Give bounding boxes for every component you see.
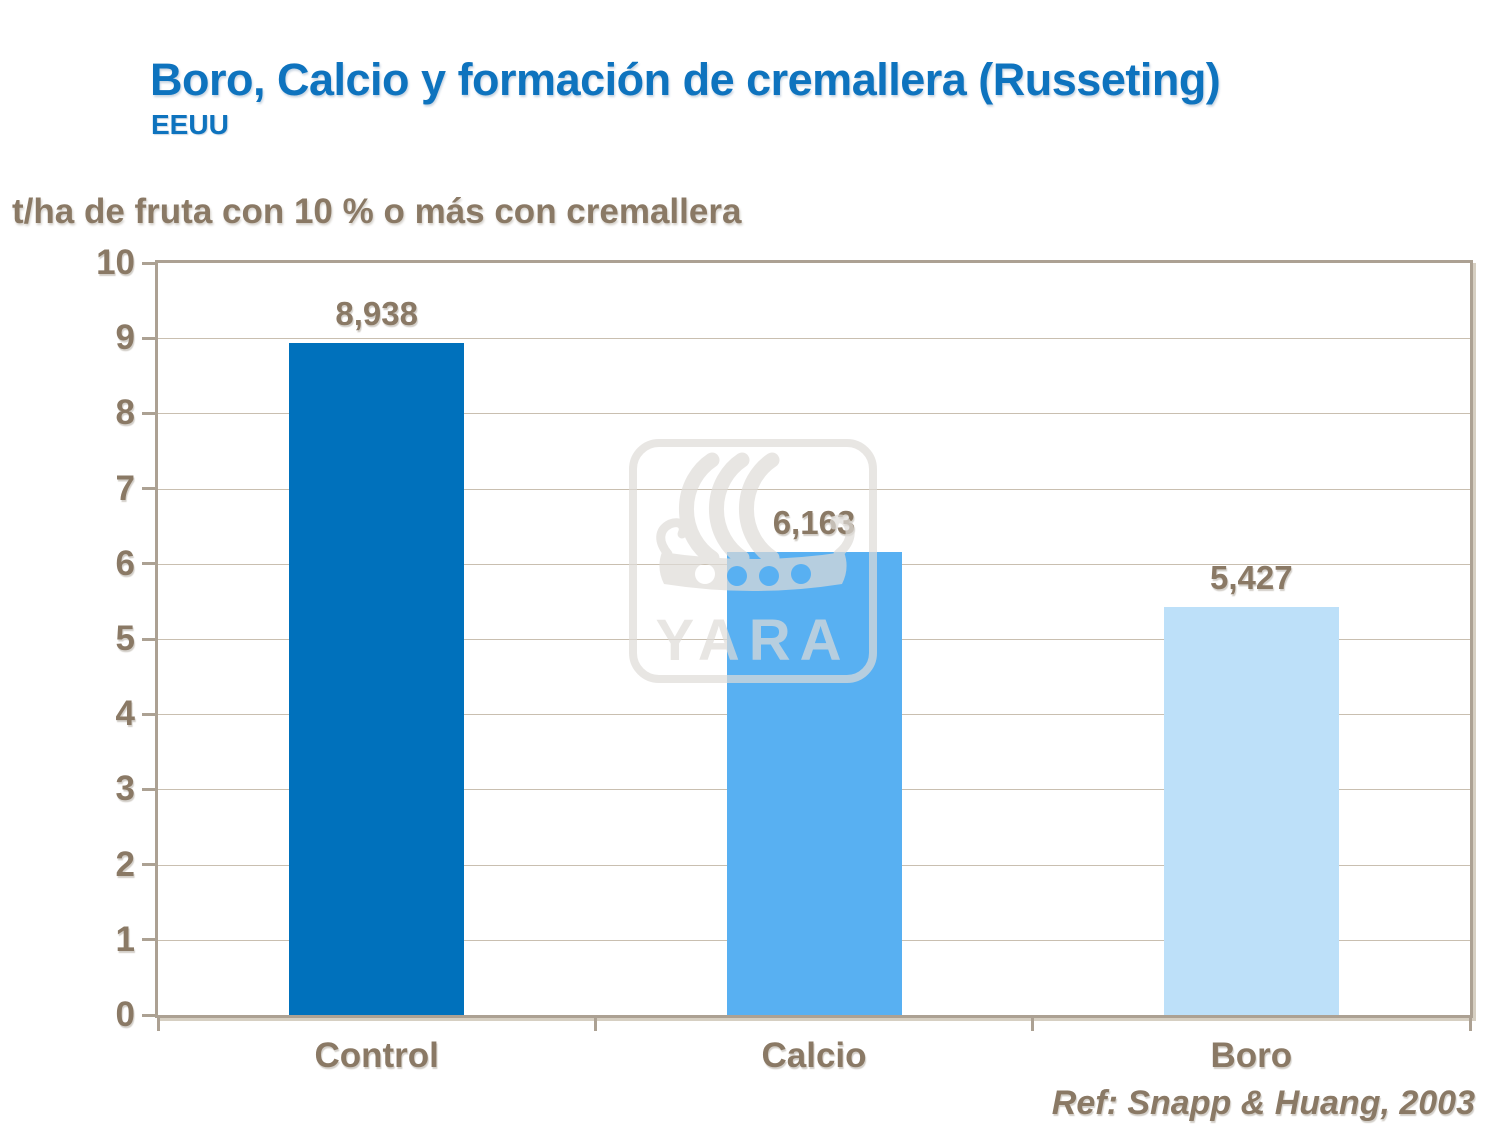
x-axis-label-calcio: Calcio xyxy=(761,1036,867,1075)
slide-subtitle: EEUU xyxy=(151,109,229,140)
value-label-boro: 5,427 xyxy=(1210,558,1293,596)
x-tick-mark-3 xyxy=(1468,1017,1472,1031)
x-axis-label-control: Control xyxy=(314,1036,439,1075)
y-tick-label-5: 5 xyxy=(115,619,135,658)
value-label-calcio: 6,163 xyxy=(772,503,856,541)
y-tick-mark-6 xyxy=(142,562,155,566)
y-tick-mark-3 xyxy=(142,787,155,791)
y-tick-label-2: 2 xyxy=(115,844,135,884)
x-axis-label-boro: Boro xyxy=(1210,1036,1293,1075)
y-tick-mark-7 xyxy=(142,487,155,491)
y-tick-label-8: 8 xyxy=(115,393,135,433)
gridline-8 xyxy=(158,413,1470,415)
bar-boro xyxy=(1163,606,1339,1015)
value-label-control: 8,938 xyxy=(335,294,418,332)
y-tick-mark-0 xyxy=(142,1013,155,1017)
bar-control xyxy=(289,342,465,1015)
y-tick-mark-2 xyxy=(142,863,155,867)
y-tick-mark-5 xyxy=(142,637,155,641)
y-tick-mark-10 xyxy=(142,261,155,265)
y-tick-mark-8 xyxy=(142,411,155,415)
y-tick-label-3: 3 xyxy=(115,769,135,809)
y-axis-title: t/ha de fruta con 10 % o más con cremall… xyxy=(12,192,742,231)
y-tick-label-9: 9 xyxy=(115,318,135,358)
x-tick-mark-0 xyxy=(156,1017,160,1031)
x-tick-mark-2 xyxy=(1031,1017,1035,1031)
x-tick-mark-1 xyxy=(593,1017,597,1031)
y-tick-label-10: 10 xyxy=(96,243,135,282)
bar-calcio xyxy=(726,551,902,1015)
y-tick-label-1: 1 xyxy=(115,919,135,959)
y-tick-mark-9 xyxy=(142,336,155,340)
y-tick-mark-4 xyxy=(142,712,155,716)
slide-title: Boro, Calcio y formación de cremallera (… xyxy=(150,54,1221,105)
y-tick-mark-1 xyxy=(142,938,155,942)
reference-citation: Ref: Snapp & Huang, 2003 xyxy=(1051,1084,1475,1122)
y-tick-label-7: 7 xyxy=(115,468,135,508)
y-tick-label-6: 6 xyxy=(115,543,135,583)
y-tick-label-4: 4 xyxy=(115,694,135,734)
plot-area: 8,938 6,163 5,427 xyxy=(155,260,1473,1018)
y-tick-label-0: 0 xyxy=(115,995,135,1034)
gridline-9 xyxy=(158,338,1470,340)
